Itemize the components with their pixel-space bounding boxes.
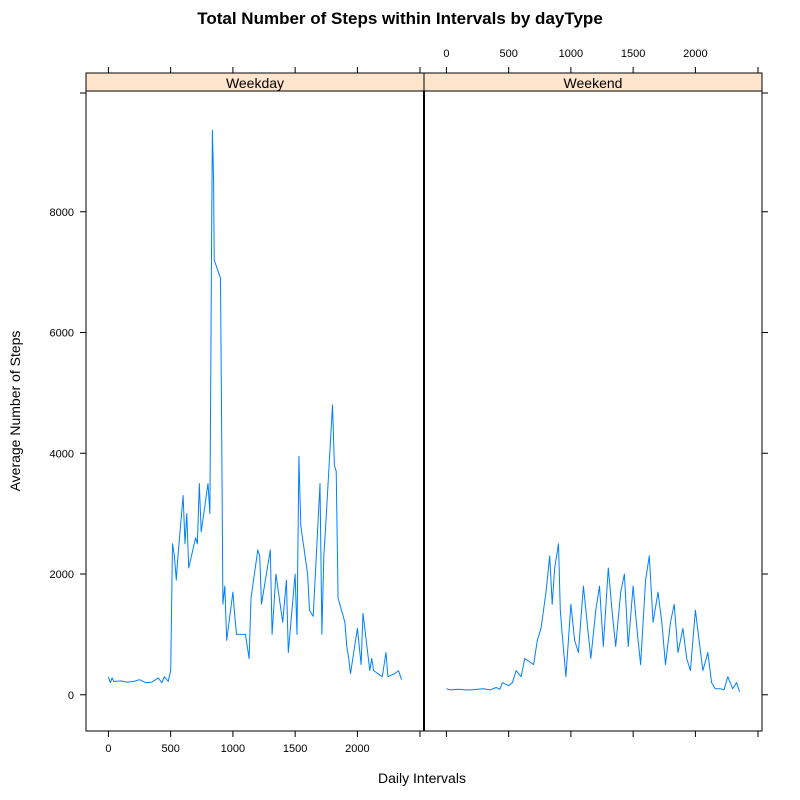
x-tick-label-weekday-500: 500 [161, 743, 179, 755]
strip-label-weekday: Weekday [226, 75, 284, 91]
x-tick-label-weekend-0: 0 [443, 48, 449, 60]
y-tick-label-6000: 6000 [50, 328, 74, 340]
y-tick-label-0: 0 [68, 690, 74, 702]
series-line-weekday [107, 129, 403, 684]
x-tick-label-weekend-500: 500 [499, 48, 517, 60]
x-tick-label-weekday-1000: 1000 [221, 743, 245, 755]
x-tick-label-weekend-1000: 1000 [559, 48, 583, 60]
y-tick-label-4000: 4000 [50, 448, 74, 460]
series-layer [107, 129, 741, 692]
series-line-weekend [446, 543, 741, 692]
x-tick-label-weekend-2000: 2000 [683, 48, 707, 60]
y-axis-label: Average Number of Steps [7, 331, 23, 492]
x-tick-label-weekend-1500: 1500 [621, 48, 645, 60]
strip-label-weekend: Weekend [564, 75, 623, 91]
x-tick-label-weekday-0: 0 [105, 743, 111, 755]
x-tick-label-weekday-1500: 1500 [283, 743, 307, 755]
x-axis-label: Daily Intervals [378, 770, 466, 786]
y-tick-label-2000: 2000 [50, 569, 74, 581]
y-tick-label-8000: 8000 [50, 207, 74, 219]
x-tick-label-weekday-2000: 2000 [345, 743, 369, 755]
chart-title: Total Number of Steps within Intervals b… [197, 9, 603, 28]
axis-ticks: 0 2000 4000 6000 8000 0 0 500 500 1000 1000 1500 150… [50, 48, 768, 755]
